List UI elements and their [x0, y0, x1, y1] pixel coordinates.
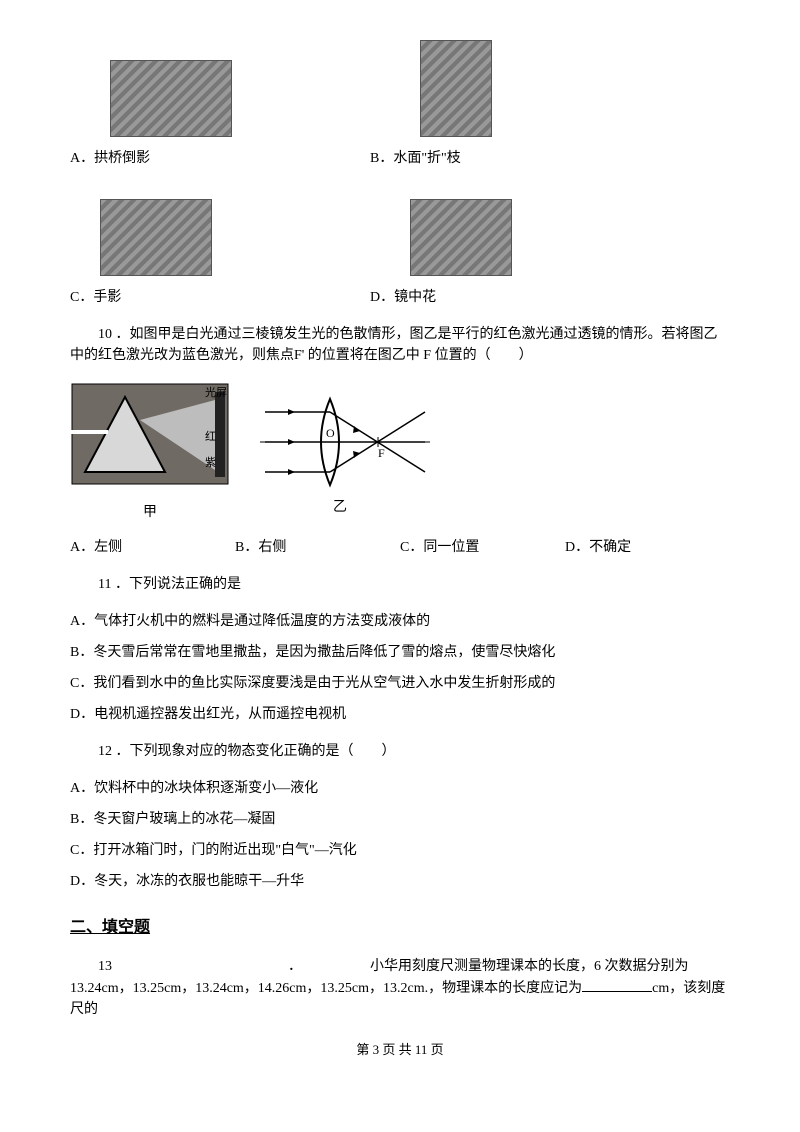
q11-option-a: A．气体打火机中的燃料是通过降低温度的方法变成液体的 [70, 611, 730, 632]
option-text: 镜中花 [394, 290, 436, 305]
q10-option-a: A．左侧 [70, 537, 235, 558]
q11-option-b: B．冬天雪后常常在雪地里撒盐，是因为撒盐后降低了雪的熔点，使雪尽快熔化 [70, 642, 730, 663]
question-number: 13 [70, 956, 220, 977]
option-label: C． [70, 290, 93, 305]
page-footer: 第 3 页 共 11 页 [70, 1040, 730, 1060]
violet-label: 紫 [205, 456, 216, 469]
option-label: A． [70, 151, 94, 166]
question-number: 10 ． [98, 327, 130, 342]
question-text: 如图甲是白光通过三棱镜发生光的色散情形，图乙是平行的红色激光通过透镜的情形。若将… [70, 327, 718, 363]
q13-dot: ． [220, 956, 370, 977]
question-text: 下列现象对应的物态变化正确的是（ ） [130, 744, 396, 759]
q11-option-d: D．电视机遥控器发出红光，从而遥控电视机 [70, 704, 730, 725]
option-label: D． [370, 290, 394, 305]
q10-option-d: D．不确定 [565, 537, 730, 558]
q9-option-c: C．手影 [70, 199, 370, 308]
q12-option-b: B．冬天窗户玻璃上的冰花—凝固 [70, 809, 730, 830]
diagram-label-yi: 乙 [260, 497, 420, 518]
diagram-label-jia: 甲 [70, 502, 230, 523]
question-number: 11 ． [98, 577, 129, 592]
q12-option-d: D．冬天，冰冻的衣服也能晾干—升华 [70, 871, 730, 892]
q13-stem: 13 ． 小华用刻度尺测量物理课本的长度，6 次数据分别为 13.24cm，13… [70, 956, 730, 1020]
option-text: 水面"折"枝 [393, 151, 460, 166]
option-text: 手影 [93, 290, 121, 305]
q12-stem: 12 ．下列现象对应的物态变化正确的是（ ） [70, 741, 730, 762]
q11-option-c: C．我们看到水中的鱼比实际深度要浅是由于光从空气进入水中发生折射形成的 [70, 673, 730, 694]
q10-options: A．左侧 B．右侧 C．同一位置 D．不确定 [70, 537, 730, 558]
q9-option-b: B．水面"折"枝 [370, 40, 492, 169]
bridge-reflection-image [110, 60, 232, 137]
q9-option-a: A．拱桥倒影 [70, 60, 370, 169]
q12-option-c: C．打开冰箱门时，门的附近出现"白气"—汽化 [70, 840, 730, 861]
red-label: 红 [205, 430, 216, 443]
q10-option-c: C．同一位置 [400, 537, 565, 558]
q10-stem: 10 ．如图甲是白光通过三棱镜发生光的色散情形，图乙是平行的红色激光通过透镜的情… [70, 324, 730, 366]
hand-shadow-image [100, 199, 212, 276]
blank-length[interactable] [582, 977, 652, 992]
q9-options-grid: A．拱桥倒影 B．水面"折"枝 C．手影 [70, 40, 730, 308]
q12-option-a: A．饮料杯中的冰块体积逐渐变小—液化 [70, 778, 730, 799]
q10-option-b: B．右侧 [235, 537, 400, 558]
q13-tail-a: 13.24cm，13.25cm，13.24cm，14.26cm，13.25cm，… [70, 981, 582, 996]
prism-diagram: 光屏 红 紫 甲 [70, 382, 230, 523]
lens-diagram: O F 乙 [260, 387, 420, 518]
question-text: 下列说法正确的是 [129, 577, 241, 592]
f-label: F [378, 446, 385, 460]
q9-option-d: D．镜中花 [370, 199, 512, 308]
q13-lead: 小华用刻度尺测量物理课本的长度，6 次数据分别为 [370, 956, 730, 977]
section-2-title: 二、填空题 [70, 916, 730, 940]
bent-branch-image [420, 40, 492, 137]
q10-diagram: 光屏 红 紫 甲 O F [70, 382, 730, 523]
mirror-flower-image [410, 199, 512, 276]
question-number: 12 ． [98, 744, 130, 759]
o-label: O [326, 426, 335, 440]
option-text: 拱桥倒影 [94, 151, 150, 166]
q11-stem: 11 ．下列说法正确的是 [70, 574, 730, 595]
option-label: B． [370, 151, 393, 166]
screen-label: 光屏 [205, 385, 227, 399]
